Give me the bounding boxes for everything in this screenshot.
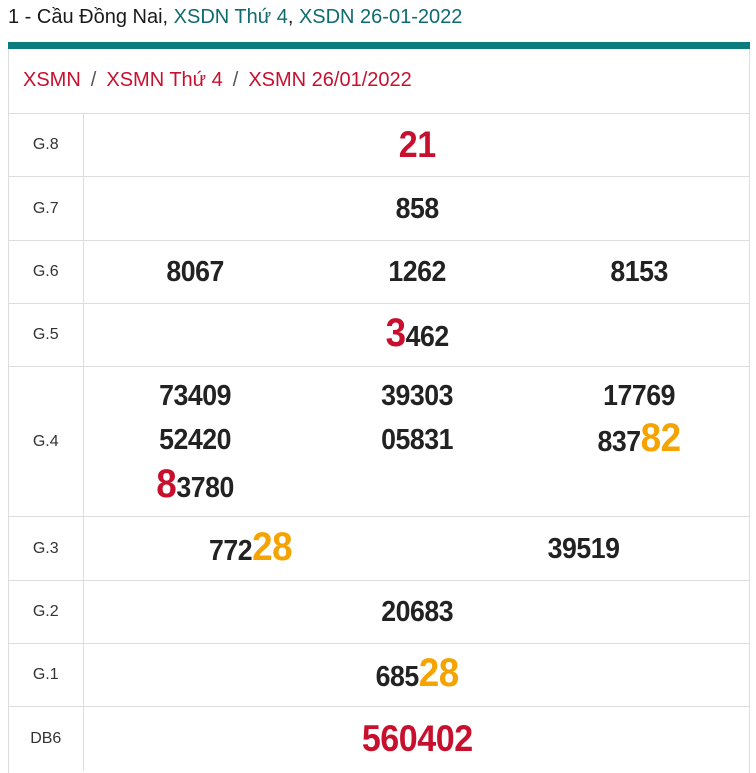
numbers-grid: 77228 39519 xyxy=(84,526,751,572)
prize-label: G.8 xyxy=(9,113,84,177)
highlighted-digits: 21 xyxy=(398,124,436,165)
number-digits: 3780 xyxy=(175,471,234,504)
heading-text: 1 - Cầu Đồng Nai, xyxy=(8,6,174,28)
prize-values: 3462 xyxy=(83,303,751,367)
lottery-number: 39303 xyxy=(315,375,519,417)
prize-label: DB6 xyxy=(9,706,84,771)
results-box: XSMN / XSMN Thứ 4 / XSMN 26/01/2022 G.8 21 G.7… xyxy=(8,49,750,773)
accent-bar xyxy=(8,42,750,49)
highlighted-digits: 82 xyxy=(640,415,681,460)
lottery-number: 39519 xyxy=(430,528,737,570)
numbers-grid: 3462 xyxy=(84,312,751,358)
number-digits: 39303 xyxy=(380,379,453,412)
prize-row: G.7 858 xyxy=(9,176,751,241)
lottery-number: 77228 xyxy=(97,526,404,572)
numbers-grid: 8067 1262 8153 xyxy=(84,251,751,293)
prize-label: G.3 xyxy=(9,516,84,581)
prize-row: G.1 68528 xyxy=(9,643,751,707)
numbers-grid: 21 xyxy=(84,124,751,166)
heading-comma: , xyxy=(287,6,299,28)
breadcrumb: XSMN / XSMN Thứ 4 / XSMN 26/01/2022 xyxy=(9,49,749,113)
lottery-number: 8153 xyxy=(537,251,741,293)
number-digits: 772 xyxy=(208,534,253,567)
number-digits: 685 xyxy=(375,661,419,693)
lottery-number: 560402 xyxy=(110,718,723,760)
number-digits: 1262 xyxy=(387,256,446,288)
highlighted-digits: 560402 xyxy=(361,717,473,759)
number-digits: 837 xyxy=(597,425,641,458)
lottery-number: 1262 xyxy=(315,251,519,293)
prize-values: 858 xyxy=(83,176,751,241)
prize-label: G.1 xyxy=(9,643,84,707)
lottery-number: 68528 xyxy=(110,652,723,698)
prize-values: 21 xyxy=(83,113,751,177)
number-digits: 39519 xyxy=(547,532,620,565)
xsdn-weekday-link[interactable]: XSDN Thứ 4 xyxy=(173,6,288,28)
number-digits: 52420 xyxy=(158,423,231,456)
breadcrumb-xsmn[interactable]: XSMN xyxy=(23,69,81,91)
numbers-grid: 73409 39303 17769 52420 05831 83782 83780 xyxy=(84,375,751,509)
number-digits: 8153 xyxy=(610,256,668,288)
numbers-grid: 20683 xyxy=(84,591,751,633)
breadcrumb-separator: / xyxy=(90,69,97,91)
prize-values: 8067 1262 8153 xyxy=(83,240,751,304)
prize-row: DB6 560402 xyxy=(9,706,751,771)
prize-values: 77228 39519 xyxy=(83,516,751,581)
prize-label: G.4 xyxy=(9,366,84,517)
prize-values: 560402 xyxy=(83,706,751,771)
lottery-number: 21 xyxy=(110,124,723,166)
numbers-grid: 858 xyxy=(84,188,751,230)
lottery-number: 20683 xyxy=(110,591,723,633)
prize-values: 20683 xyxy=(83,580,751,644)
breadcrumb-date[interactable]: XSMN 26/01/2022 xyxy=(248,69,412,91)
prize-row: G.5 3462 xyxy=(9,303,751,367)
prize-label: G.2 xyxy=(9,580,84,644)
prize-row: G.2 20683 xyxy=(9,580,751,644)
results-table: G.8 21 G.7 858 G.6 8067 1262 8153 G.5 3462 G.4 7340… xyxy=(9,113,750,771)
highlighted-digits: 8 xyxy=(155,461,176,506)
prize-values: 73409 39303 17769 52420 05831 83782 83780 xyxy=(83,366,751,517)
prize-label: G.6 xyxy=(9,240,84,304)
lottery-number: 52420 xyxy=(92,419,296,461)
xsdn-date-link[interactable]: XSDN 26-01-2022 xyxy=(298,6,463,28)
lottery-number: 73409 xyxy=(92,375,296,417)
lottery-number: 83782 xyxy=(537,417,741,463)
number-digits: 462 xyxy=(405,321,449,353)
number-digits: 20683 xyxy=(380,596,453,628)
numbers-grid: 68528 xyxy=(84,652,751,698)
page-heading: 1 - Cầu Đồng Nai, XSDN Thứ 4, XSDN 26-01… xyxy=(8,6,462,29)
number-digits: 73409 xyxy=(158,379,231,412)
highlighted-digits: 28 xyxy=(418,651,459,695)
number-digits: 05831 xyxy=(380,423,453,456)
highlighted-digits: 3 xyxy=(385,311,406,355)
prize-label: G.5 xyxy=(9,303,84,367)
lottery-number: 17769 xyxy=(537,375,741,417)
number-digits: 8067 xyxy=(165,256,224,288)
prize-row: G.3 77228 39519 xyxy=(9,516,751,581)
number-digits: 858 xyxy=(395,192,439,225)
number-digits: 17769 xyxy=(602,379,675,412)
breadcrumb-separator: / xyxy=(232,69,239,91)
numbers-grid: 560402 xyxy=(84,718,751,760)
lottery-number: 858 xyxy=(110,188,723,230)
breadcrumb-weekday[interactable]: XSMN Thứ 4 xyxy=(106,69,223,91)
lottery-number: 83780 xyxy=(92,463,296,509)
lottery-number: 3462 xyxy=(110,312,723,358)
prize-row: G.6 8067 1262 8153 xyxy=(9,240,751,304)
highlighted-digits: 28 xyxy=(251,524,292,569)
lottery-number: 05831 xyxy=(315,419,519,461)
lottery-number: 8067 xyxy=(92,251,296,293)
prize-row: G.8 21 xyxy=(9,113,751,177)
prize-row: G.4 73409 39303 17769 52420 05831 83782 83780 xyxy=(9,366,751,517)
prize-label: G.7 xyxy=(9,176,84,241)
prize-values: 68528 xyxy=(83,643,751,707)
